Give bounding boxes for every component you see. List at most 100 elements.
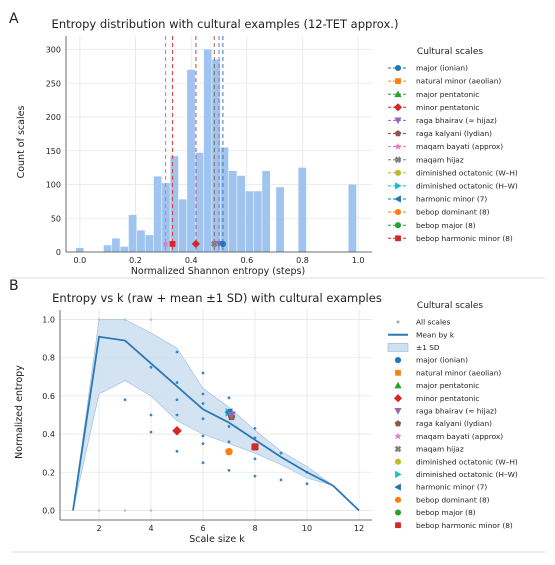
- histogram-bar: [137, 230, 145, 252]
- histogram-bar: [145, 235, 154, 252]
- chart-b-ytick-label: 0.6: [42, 392, 55, 401]
- chart-b-legend-marker: [394, 381, 402, 389]
- chart-b-legend-label: bebop harmonic minor (8): [416, 521, 513, 530]
- raw-point: [253, 457, 257, 461]
- chart-a-legend-label: natural minor (aeolian): [416, 77, 501, 86]
- chart-b-legend-item: bebop major (8): [394, 508, 476, 517]
- histogram-bar: [170, 156, 179, 252]
- chart-a-legend-marker: [394, 117, 402, 125]
- chart-b-xtick-label: 8: [252, 524, 257, 533]
- chart-b-legend-title: Cultural scales: [417, 301, 483, 311]
- chart-b-legend-marker: [394, 458, 402, 465]
- histogram-chart: Entropy distribution with cultural examp…: [16, 17, 518, 277]
- chart-a-xtick-label: 0.6: [240, 256, 253, 265]
- chart-b-legend-item: All scales: [396, 318, 451, 327]
- chart-b-xtick-label: 12: [354, 524, 364, 533]
- panel-label-b: B: [9, 278, 19, 294]
- raw-point: [149, 318, 153, 321]
- chart-b-xtick-label: 10: [302, 524, 312, 533]
- raw-point: [175, 449, 179, 453]
- chart-b-legend-item: bebop dominant (8): [394, 495, 490, 504]
- chart-b-xtick-label: 6: [200, 524, 205, 533]
- chart-b-legend-item: minor pentatonic: [393, 394, 479, 403]
- raw-point: [149, 413, 153, 417]
- chart-b-legend-label: bebop major (8): [416, 508, 476, 517]
- chart-b-ytick-label: 0.4: [42, 430, 55, 439]
- chart-a-legend-marker: [395, 182, 402, 190]
- chart-b-legend-item: raga kalyani (lydian): [394, 419, 492, 428]
- chart-a-legend-marker: [394, 195, 401, 203]
- cultural-marker: [191, 239, 200, 248]
- chart-b-legend-item: harmonic minor (7): [394, 483, 487, 492]
- histogram-bar: [237, 175, 245, 252]
- chart-a-legend-item: major (ionian): [388, 64, 468, 73]
- chart-a-ytick-label: 0: [56, 248, 61, 257]
- chart-a-legend-title: Cultural scales: [417, 47, 483, 57]
- chart-a-legend-item: bebop harmonic minor (8): [388, 234, 513, 243]
- raw-point: [201, 461, 205, 465]
- chart-a-legend-marker: [394, 156, 402, 164]
- chart-a-ytick-label: 250: [46, 79, 61, 88]
- chart-a-legend-label: raga bhairav (≈ hijaz): [416, 116, 497, 125]
- histogram-bar: [112, 238, 120, 252]
- chart-b-legend-item: natural minor (aeolian): [395, 368, 501, 377]
- histogram-bar: [128, 214, 137, 252]
- chart-a-legend-label: maqam bayati (approx): [416, 142, 503, 151]
- raw-point: [305, 482, 309, 486]
- chart-b-legend-item: major (ionian): [394, 356, 468, 365]
- raw-point: [201, 402, 205, 405]
- chart-b-legend-marker: [394, 420, 402, 427]
- cultural-marker: [161, 240, 170, 248]
- chart-b-ytick-label: 1.0: [42, 316, 55, 325]
- histogram-bar: [253, 191, 262, 252]
- raw-point: [201, 371, 205, 375]
- chart-b-legend-label: All scales: [416, 318, 451, 327]
- chart-a-legend-marker: [394, 142, 402, 150]
- chart-b-legend-label: diminished octatonic (H–W): [416, 470, 518, 479]
- raw-point: [227, 468, 231, 472]
- raw-point: [201, 417, 205, 421]
- chart-a-legend-item: major pentatonic: [388, 90, 479, 99]
- chart-b-legend-label: major (ionian): [416, 356, 468, 365]
- chart-b-ylabel: Normalized entropy: [14, 365, 25, 459]
- chart-b-legend-label: diminished octatonic (W–H): [416, 457, 518, 466]
- chart-b-xtick-label: 2: [96, 524, 101, 533]
- chart-b-legend-marker: [396, 320, 400, 324]
- histogram-bar: [262, 171, 271, 252]
- histogram-bar: [212, 59, 220, 252]
- raw-point: [149, 509, 153, 512]
- chart-a-ylabel: Count of scales: [16, 106, 27, 179]
- histogram-bar: [348, 184, 357, 252]
- chart-a-legend-label: diminished octatonic (H–W): [416, 182, 518, 191]
- chart-b-legend-marker: [394, 496, 402, 503]
- chart-a-legend-label: major pentatonic: [416, 90, 479, 99]
- chart-a-legend-label: harmonic minor (7): [416, 195, 487, 204]
- line-chart: Entropy vs k (raw + mean ±1 SD) with cul…: [14, 291, 518, 545]
- chart-a-legend-item: raga kalyani (lydian): [388, 129, 492, 138]
- chart-b-legend-label: raga bhairav (≈ hijaz): [416, 407, 497, 416]
- chart-a-legend-item: maqam bayati (approx): [388, 142, 503, 151]
- chart-b-legend-label: raga kalyani (lydian): [416, 419, 492, 428]
- histogram-bar: [276, 187, 284, 252]
- raw-point: [279, 478, 283, 482]
- chart-b-legend-item: raga bhairav (≈ hijaz): [394, 407, 497, 416]
- histogram-bar: [153, 176, 162, 252]
- chart-a-legend-item: raga bhairav (≈ hijaz): [388, 116, 497, 125]
- chart-a-legend-marker: [394, 64, 402, 72]
- histogram-bar: [178, 199, 187, 252]
- raw-point: [123, 509, 127, 512]
- chart-a-xtick-label: 0.0: [74, 256, 87, 265]
- chart-b-legend-label: major pentatonic: [416, 381, 479, 390]
- chart-a-legend-label: bebop dominant (8): [416, 208, 490, 217]
- chart-b-legend-item: ±1 SD: [387, 343, 440, 352]
- chart-a-xtick-label: 1.0: [352, 256, 365, 265]
- histogram-bar: [187, 69, 195, 252]
- chart-b-ytick-label: 0.8: [42, 354, 55, 363]
- chart-b-legend-label: harmonic minor (7): [416, 483, 487, 492]
- chart-b-legend-label: bebop dominant (8): [416, 495, 490, 504]
- histogram-bar: [203, 49, 212, 252]
- chart-a-legend-marker: [394, 90, 402, 98]
- chart-a-legend-item: bebop dominant (8): [388, 208, 490, 217]
- raw-point: [201, 442, 205, 446]
- raw-point: [253, 474, 257, 478]
